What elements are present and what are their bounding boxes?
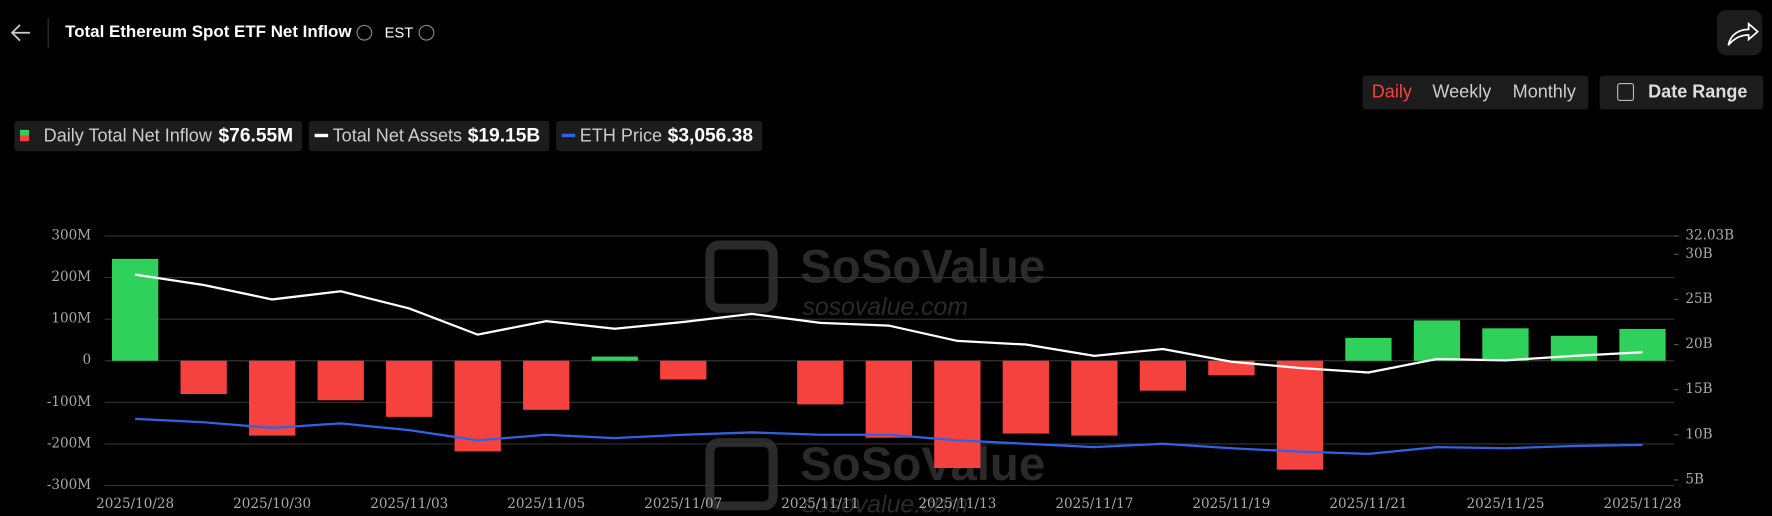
legend-value: $3,056.38 [668, 126, 754, 147]
y2-tick-label: 15B [1685, 381, 1712, 397]
bar [1139, 360, 1187, 391]
watermark-url: sosovalue.com [802, 294, 968, 321]
period-tab[interactable]: Monthly [1513, 81, 1576, 101]
y-tick-label: -200M [47, 435, 91, 451]
bar [591, 356, 638, 361]
x-tick-label: 2025/10/28 [96, 496, 174, 512]
line [135, 417, 1643, 456]
back-button[interactable] [10, 24, 31, 42]
x-tick-label: 2025/11/28 [1603, 496, 1681, 512]
bar [1413, 320, 1461, 361]
bar [523, 360, 570, 410]
watermark-url: sosovalue.com [802, 491, 968, 516]
period-tabs [1362, 75, 1589, 110]
bar [1619, 328, 1666, 361]
bar [1002, 360, 1050, 434]
watermark-name: SoSoValue [800, 240, 1045, 293]
bar [1208, 360, 1255, 376]
legend-value: $19.15B [468, 126, 541, 147]
date-range-button[interactable] [1599, 75, 1764, 110]
bar [317, 360, 364, 401]
x-tick-label: 2025/11/13 [918, 496, 996, 512]
info-icon[interactable] [356, 24, 373, 41]
x-tick-label: 2025/10/30 [233, 496, 311, 512]
x-tick-label: 2025/11/03 [370, 496, 448, 512]
legend-label: Daily Total Net Inflow [44, 125, 213, 145]
bar [797, 360, 844, 405]
bar [1482, 328, 1529, 361]
legend-box [556, 120, 763, 152]
legend-label: ETH Price [580, 125, 662, 145]
info-icon[interactable] [418, 24, 435, 41]
x-tick-label: 2025/11/07 [644, 496, 722, 512]
bar [180, 360, 227, 395]
y-tick-label: 0 [83, 352, 92, 368]
x-tick-label: 2025/11/21 [1329, 496, 1407, 512]
y-tick-label: -100M [47, 394, 91, 410]
bar [454, 360, 501, 452]
calendar-icon [1617, 82, 1635, 102]
y2-tick-label: 30B [1685, 246, 1712, 262]
legend-swatch [19, 129, 30, 136]
period-tab[interactable]: Daily [1372, 81, 1412, 101]
watermark-name: SoSoValue [800, 438, 1045, 491]
page-title: Total Ethereum Spot ETF Net Inflow [65, 22, 352, 41]
line [134, 273, 1643, 374]
watermark-logo [705, 240, 778, 313]
x-tick-label: 2025/11/05 [507, 496, 585, 512]
legend-swatch [19, 135, 30, 142]
bar [1345, 337, 1392, 361]
bar [660, 360, 707, 380]
legend-value: $76.55M [218, 126, 293, 147]
bar [1071, 360, 1118, 436]
y-tick-label: 300M [51, 227, 91, 243]
y-tick-label: 100M [51, 311, 91, 327]
x-tick-label: 2025/11/19 [1192, 496, 1270, 512]
legend-item[interactable]: ETH Price $3,056.38 [556, 120, 763, 152]
legend-label: Total Net Assets [333, 125, 462, 145]
y-tick-label: -300M [47, 477, 91, 493]
bar [112, 258, 159, 361]
x-tick-label: 2025/11/17 [1055, 496, 1133, 512]
watermark-logo [705, 438, 778, 511]
x-tick-label: 2025/11/11 [781, 496, 859, 512]
bar [386, 360, 433, 417]
period-tab[interactable]: Weekly [1432, 81, 1491, 101]
legend-box [308, 120, 550, 152]
legend-box [14, 120, 303, 152]
legend-item[interactable]: Daily Total Net Inflow $76.55M [14, 120, 303, 152]
y2-tick-label: 10B [1685, 426, 1712, 442]
share-icon [1727, 21, 1759, 46]
y2-tick-label: 5B [1685, 471, 1704, 487]
bar [1276, 360, 1324, 470]
bar [249, 360, 296, 436]
bar [865, 360, 912, 438]
y-tick-label: 200M [51, 269, 91, 285]
y2-tick-label: 25B [1685, 291, 1712, 307]
y2-tick-label: 20B [1685, 336, 1712, 352]
bar [934, 360, 981, 469]
x-tick-label: 2025/11/25 [1466, 496, 1544, 512]
timezone: EST [385, 26, 414, 42]
date-range-label[interactable]: Date Range [1648, 81, 1747, 101]
legend-item[interactable]: Total Net Assets $19.15B [308, 120, 550, 152]
y2-tick-label: 32.03B [1685, 227, 1734, 243]
